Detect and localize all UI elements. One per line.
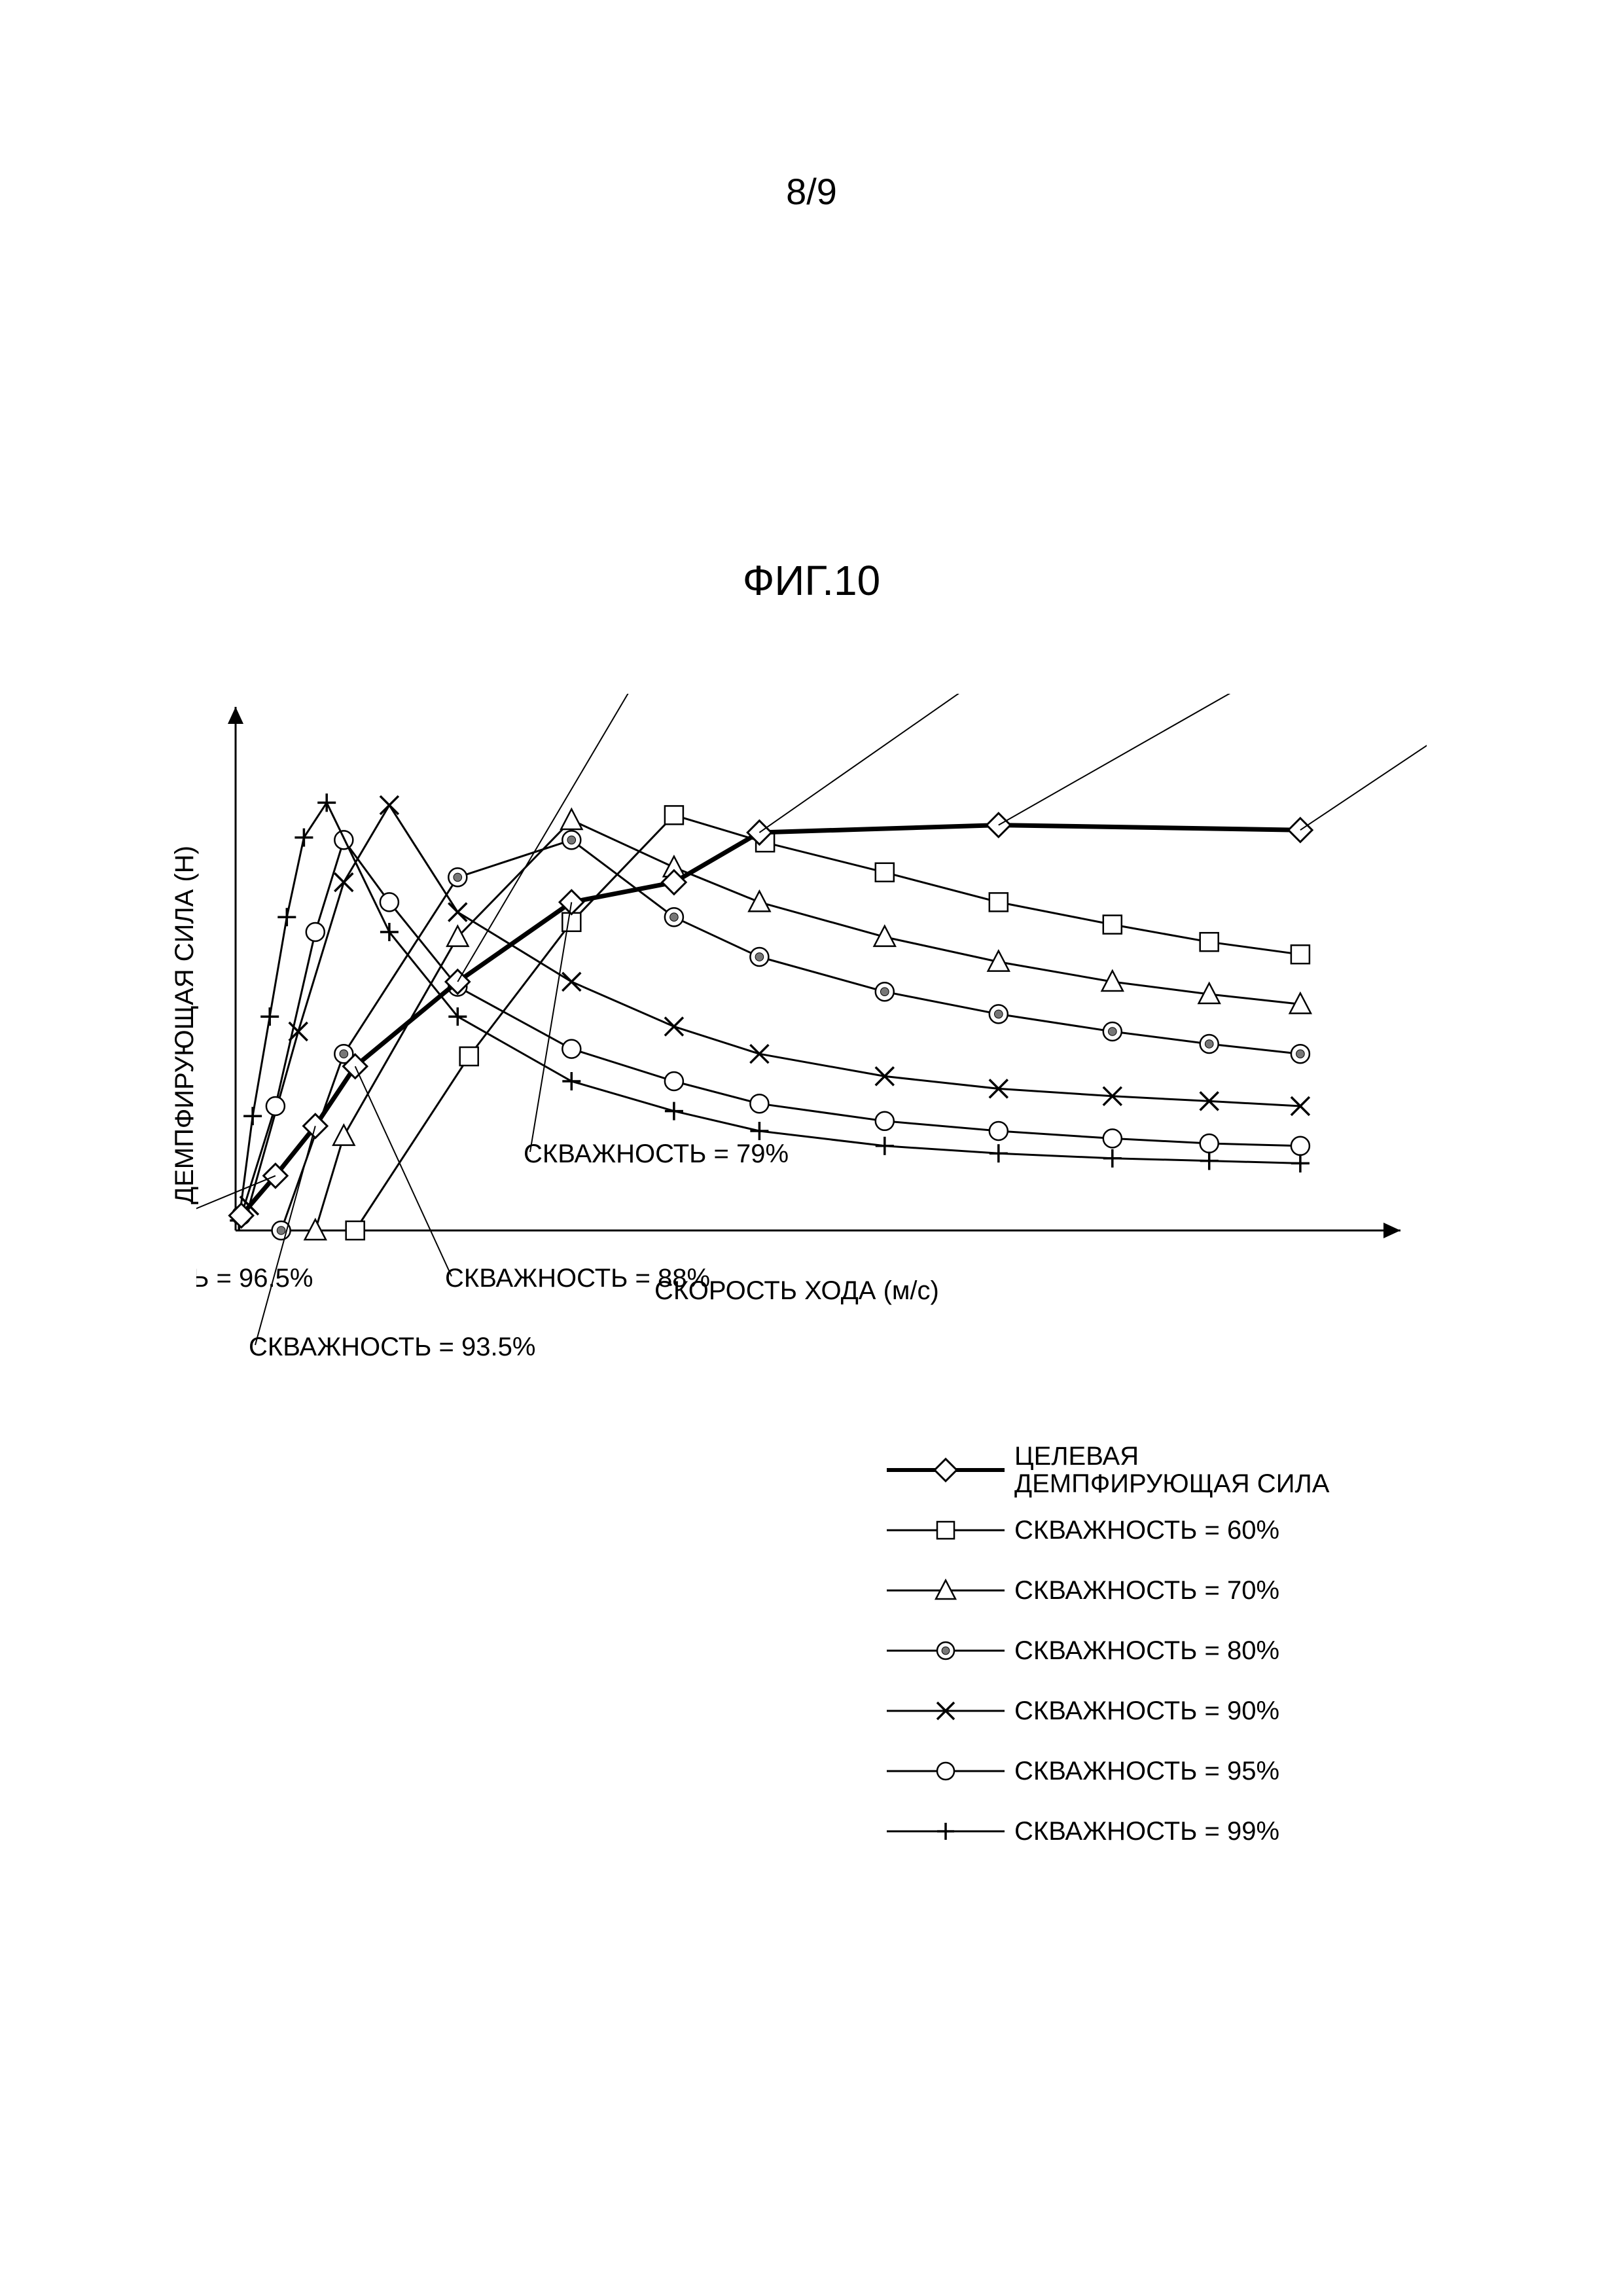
y-axis-label: ДЕМПФИРУЮЩАЯ СИЛА (Н) [170,846,200,1204]
legend-row: ЦЕЛЕВАЯДЕМПФИРУЮЩАЯ СИЛА [883,1440,1538,1500]
callout-label: СКВАЖНОСТЬ = 79% [524,1139,789,1168]
figure-title: ФИГ.10 [0,556,1623,605]
legend-row: СКВАЖНОСТЬ = 95% [883,1741,1538,1801]
legend-swatch [883,1454,1008,1486]
legend-swatch-d60 [883,1514,1008,1547]
legend-swatch [883,1815,1008,1848]
legend-swatch-d70 [883,1574,1008,1607]
legend-label: СКВАЖНОСТЬ = 70% [1008,1577,1279,1604]
legend-swatch [883,1574,1008,1607]
legend-label: СКВАЖНОСТЬ = 95% [1008,1757,1279,1785]
legend-swatch-target [883,1454,1008,1486]
legend-swatch [883,1634,1008,1667]
callout-label: СКВАЖНОСТЬ = 96.5% [196,1264,313,1293]
legend-label: ЦЕЛЕВАЯДЕМПФИРУЮЩАЯ СИЛА [1008,1443,1329,1498]
legend-row: СКВАЖНОСТЬ = 60% [883,1500,1538,1560]
page-number: 8/9 [0,170,1623,213]
legend-label: СКВАЖНОСТЬ = 60% [1008,1516,1279,1544]
legend-label: СКВАЖНОСТЬ = 99% [1008,1818,1279,1845]
legend-row: СКВАЖНОСТЬ = 70% [883,1560,1538,1621]
legend-row: СКВАЖНОСТЬ = 90% [883,1681,1538,1741]
callout-label: СКВАЖНОСТЬ = 93.5% [249,1333,535,1361]
legend-swatch-d90 [883,1695,1008,1727]
legend-label: СКВАЖНОСТЬ = 80% [1008,1637,1279,1664]
legend-swatch [883,1695,1008,1727]
legend-row: СКВАЖНОСТЬ = 99% [883,1801,1538,1861]
legend-swatch-d99 [883,1815,1008,1848]
legend: ЦЕЛЕВАЯДЕМПФИРУЮЩАЯ СИЛА СКВАЖНОСТЬ = 60%… [883,1440,1538,1861]
legend-row: СКВАЖНОСТЬ = 80% [883,1621,1538,1681]
legend-swatch [883,1514,1008,1547]
x-axis-label: СКОРОСТЬ ХОДА (м/с) [654,1276,939,1306]
legend-label: СКВАЖНОСТЬ = 90% [1008,1697,1279,1725]
legend-swatch [883,1755,1008,1787]
page: 8/9 ФИГ.10 ДЕМПФИРУЮЩАЯ СИЛА (Н) СКВАЖНО… [0,0,1623,2296]
legend-swatch-d80 [883,1634,1008,1667]
legend-swatch-d95 [883,1755,1008,1787]
